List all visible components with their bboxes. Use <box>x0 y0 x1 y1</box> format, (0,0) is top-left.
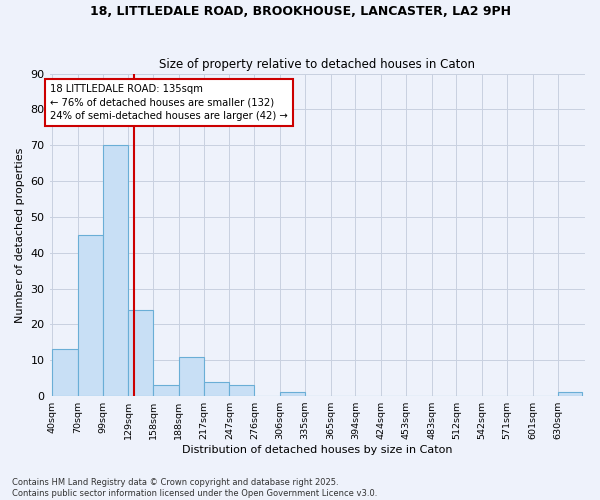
X-axis label: Distribution of detached houses by size in Caton: Distribution of detached houses by size … <box>182 445 452 455</box>
Bar <box>128 310 153 396</box>
Bar <box>280 392 305 396</box>
Text: Contains HM Land Registry data © Crown copyright and database right 2025.
Contai: Contains HM Land Registry data © Crown c… <box>12 478 377 498</box>
Bar <box>103 145 128 396</box>
Title: Size of property relative to detached houses in Caton: Size of property relative to detached ho… <box>159 58 475 71</box>
Bar <box>229 386 254 396</box>
Text: 18 LITTLEDALE ROAD: 135sqm
← 76% of detached houses are smaller (132)
24% of sem: 18 LITTLEDALE ROAD: 135sqm ← 76% of deta… <box>50 84 288 120</box>
Bar <box>52 350 78 396</box>
Text: 18, LITTLEDALE ROAD, BROOKHOUSE, LANCASTER, LA2 9PH: 18, LITTLEDALE ROAD, BROOKHOUSE, LANCAST… <box>89 5 511 18</box>
Bar <box>557 392 583 396</box>
Bar <box>204 382 229 396</box>
Bar <box>78 235 103 396</box>
Bar <box>153 386 179 396</box>
Bar <box>179 356 204 396</box>
Y-axis label: Number of detached properties: Number of detached properties <box>15 147 25 322</box>
